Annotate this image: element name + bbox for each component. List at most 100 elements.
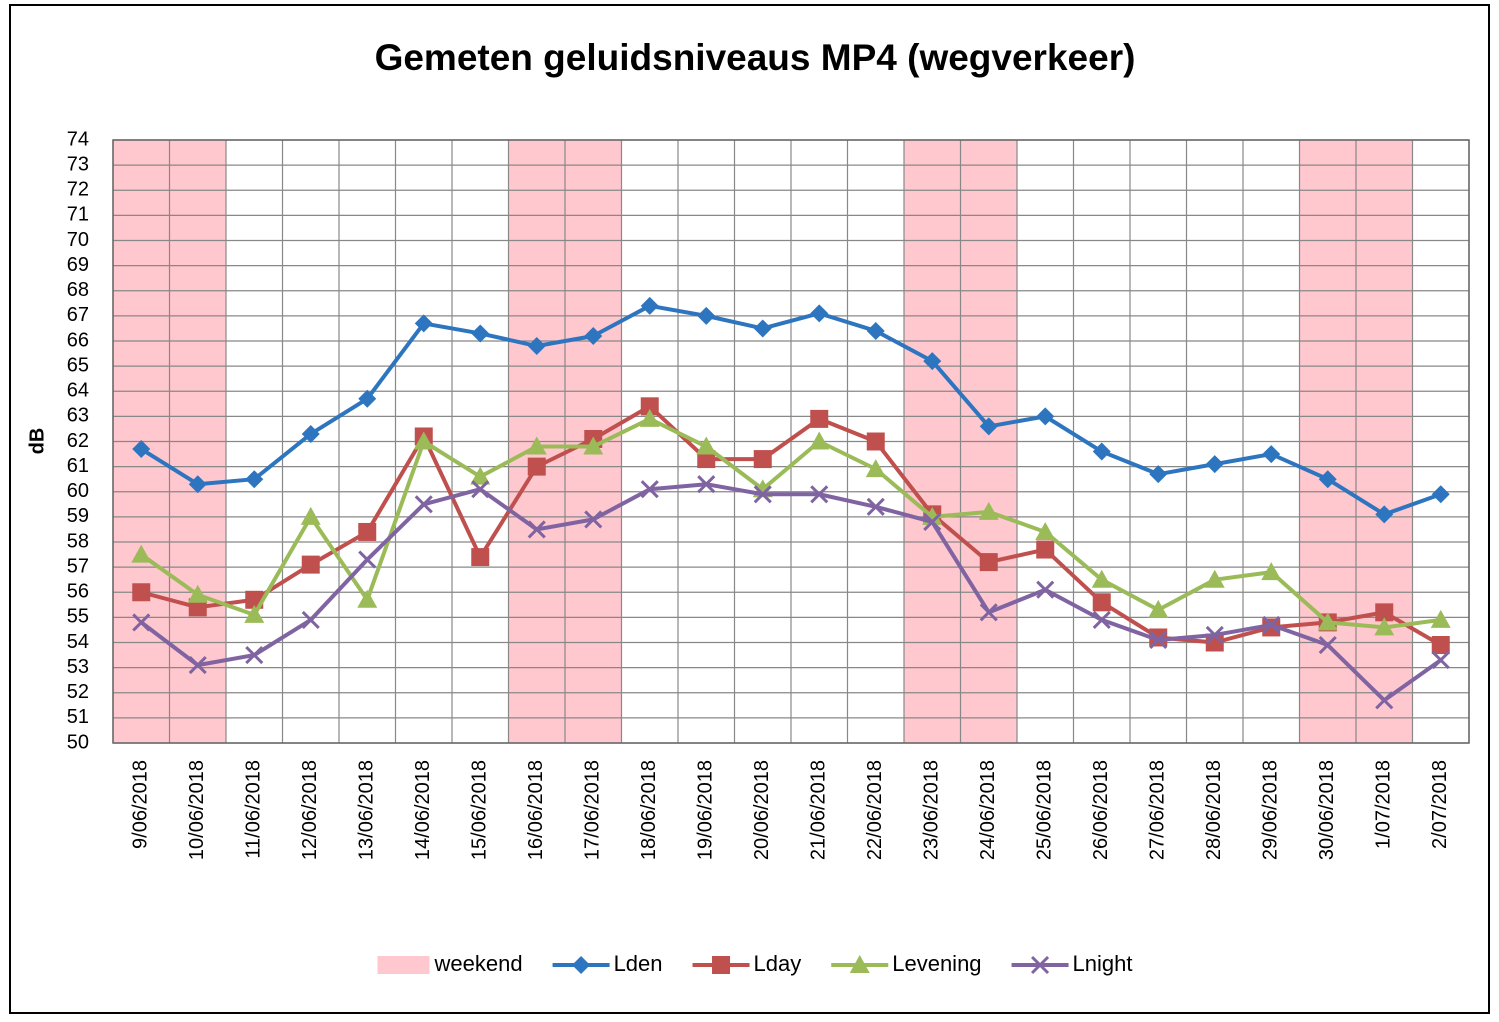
marker	[753, 485, 772, 504]
series-line	[140, 404, 1442, 647]
legend: weekend Lden Lday Levening Lnight	[377, 951, 1133, 976]
x-tick-label: 19/06/2018	[695, 760, 717, 860]
marker	[1035, 521, 1056, 540]
marker	[753, 319, 772, 338]
marker	[301, 555, 320, 574]
marker	[1036, 580, 1055, 599]
marker	[1149, 628, 1168, 647]
legend-label: Lden	[614, 951, 663, 976]
x-tick-label: 15/06/2018	[469, 760, 491, 860]
marker	[414, 495, 433, 514]
marker	[697, 475, 716, 494]
x-tick-label: 18/06/2018	[638, 760, 660, 860]
marker	[1149, 630, 1168, 650]
marker	[1148, 599, 1169, 618]
marker	[849, 955, 870, 973]
marker	[413, 431, 434, 450]
marker	[358, 522, 377, 541]
marker	[1205, 455, 1224, 474]
y-tick-label: 70	[67, 229, 89, 251]
marker	[809, 431, 830, 450]
plot-area: 50 51 52 53 54 55 56 57 58 59 60 61 62 63 64 65 66 67 68 69…	[67, 128, 1470, 860]
marker	[866, 321, 885, 340]
marker	[865, 459, 886, 478]
x-tick-label: 9/06/2018	[130, 760, 152, 849]
y-tick-label: 59	[67, 505, 89, 527]
y-tick-label: 51	[67, 706, 89, 728]
marker	[526, 436, 547, 455]
marker	[527, 520, 546, 539]
marker	[1030, 955, 1050, 975]
marker	[301, 424, 320, 443]
marker	[358, 550, 377, 569]
marker	[1205, 625, 1224, 645]
marker	[1318, 635, 1337, 655]
marker	[1036, 540, 1055, 559]
y-tick-label: 50	[67, 731, 89, 753]
marker	[978, 501, 999, 520]
marker	[1092, 442, 1111, 461]
y-tick-label: 72	[67, 179, 89, 201]
y-tick-label: 53	[67, 656, 89, 678]
x-tick-label: 10/06/2018	[186, 760, 208, 860]
x-tick-label: 13/06/2018	[356, 760, 378, 860]
legend-item: Lday	[692, 951, 801, 976]
marker	[1431, 651, 1450, 670]
y-tick-label: 61	[67, 455, 89, 477]
y-tick-label: 67	[67, 304, 89, 326]
legend-label: Lnight	[1073, 951, 1133, 976]
x-tick-label: 26/06/2018	[1090, 760, 1112, 860]
y-tick-label: 66	[67, 329, 89, 351]
marker	[527, 337, 546, 356]
marker	[696, 436, 717, 455]
marker	[1375, 505, 1394, 524]
y-tick-label: 58	[67, 530, 89, 552]
y-tick-label: 71	[67, 204, 89, 226]
marker	[639, 408, 660, 427]
x-tick-label: 2/07/2018	[1429, 760, 1451, 849]
marker	[697, 450, 716, 469]
y-axis-label: dB	[26, 428, 48, 455]
legend-swatch	[377, 956, 430, 974]
marker	[866, 432, 885, 451]
marker	[1262, 618, 1281, 637]
marker	[640, 480, 659, 499]
x-tick-label: 22/06/2018	[864, 760, 886, 860]
marker	[1318, 470, 1337, 489]
x-tick-label: 11/06/2018	[243, 760, 265, 859]
marker	[1204, 569, 1225, 588]
series-line	[140, 416, 1442, 630]
x-tick-label: 16/06/2018	[525, 760, 547, 860]
marker	[527, 457, 546, 476]
marker	[1261, 562, 1282, 581]
x-tick-label: 30/06/2018	[1316, 760, 1338, 860]
marker	[979, 417, 998, 436]
legend-label: weekend	[433, 951, 522, 976]
marker	[1262, 615, 1281, 634]
marker	[753, 450, 772, 469]
marker	[470, 466, 491, 485]
x-tick-label: 20/06/2018	[751, 760, 773, 860]
marker	[132, 613, 151, 632]
marker	[471, 548, 490, 567]
legend-label: Levening	[892, 951, 981, 976]
marker	[923, 512, 942, 531]
x-tick-label: 29/06/2018	[1260, 760, 1282, 860]
x-tick-label: 14/06/2018	[412, 760, 434, 860]
marker	[358, 389, 377, 408]
y-tick-label: 60	[67, 480, 89, 502]
marker	[471, 324, 490, 343]
y-tick-label: 55	[67, 606, 89, 628]
y-tick-label: 73	[67, 153, 89, 175]
y-tick-label: 74	[67, 128, 89, 150]
marker	[810, 485, 829, 504]
chart-title: Gemeten geluidsniveaus MP4 (wegverkeer)	[375, 37, 1136, 78]
x-tick-label: 28/06/2018	[1203, 760, 1225, 860]
y-tick-label: 52	[67, 681, 89, 703]
marker	[244, 604, 265, 623]
marker	[1430, 609, 1451, 628]
marker	[1317, 612, 1338, 631]
x-tick-label: 23/06/2018	[921, 760, 943, 860]
marker	[584, 326, 603, 345]
